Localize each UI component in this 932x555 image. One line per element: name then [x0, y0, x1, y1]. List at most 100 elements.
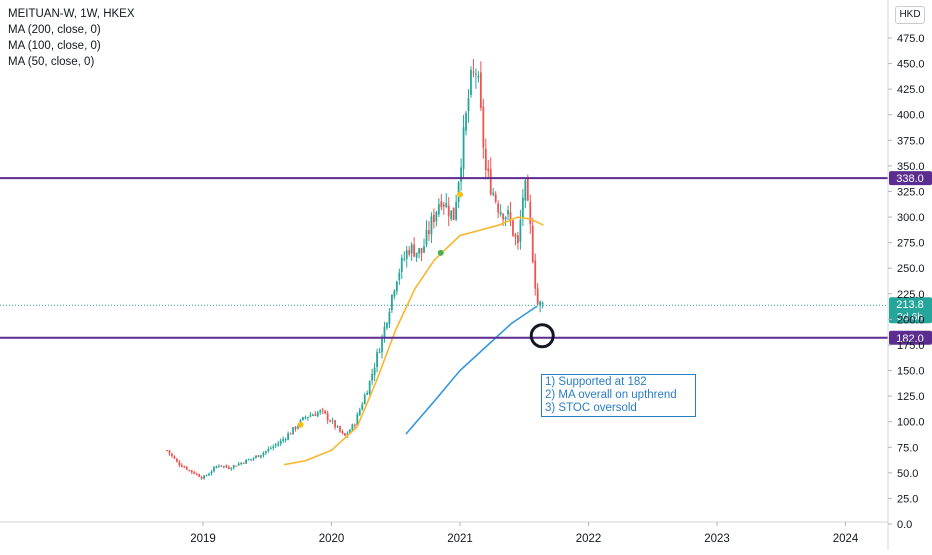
- candle-body: [492, 192, 495, 195]
- candle-body: [442, 204, 445, 207]
- x-tick-label: 2022: [576, 533, 602, 545]
- legend-ma-100[interactable]: MA (100, close, 0): [8, 40, 101, 52]
- candle-body: [252, 458, 255, 460]
- chart-legend: MEITUAN-W, 1W, HKEX MA (200, close, 0) M…: [8, 6, 135, 70]
- annotation-line-1: 1) Supported at 182: [545, 376, 647, 388]
- candle-body: [430, 216, 433, 235]
- y-tick-label: 325.0: [897, 186, 925, 198]
- candle-body: [475, 73, 477, 75]
- candle-body: [235, 465, 238, 467]
- candle-body: [531, 225, 534, 263]
- candle-body: [232, 465, 235, 468]
- candle-body: [366, 392, 369, 395]
- candle-body: [306, 416, 309, 418]
- candle-body: [284, 439, 287, 441]
- candle-body: [304, 417, 307, 419]
- currency-button[interactable]: HKD: [895, 6, 925, 24]
- candle-body: [193, 471, 196, 474]
- candle-body: [539, 301, 542, 306]
- candle-body: [348, 430, 351, 434]
- candle-body: [225, 465, 228, 468]
- candle-body: [371, 373, 374, 381]
- candle-body: [465, 112, 467, 131]
- candle-body: [185, 466, 188, 470]
- candle-body: [487, 168, 490, 172]
- support-circle-drawing[interactable]: [529, 323, 555, 349]
- candle-body: [351, 424, 354, 431]
- candle-body: [292, 427, 294, 434]
- y-tick-label: 125.0: [897, 391, 925, 403]
- candle-body: [388, 311, 391, 324]
- candle-body: [195, 473, 198, 475]
- candle-body: [173, 456, 176, 459]
- candle-body: [440, 201, 443, 208]
- y-tick-label: 150.0: [897, 366, 925, 378]
- horizontal-levels-layer[interactable]: 213.83d 6h 338.0 182.0: [0, 171, 932, 349]
- candle-body: [245, 459, 247, 464]
- candle-body: [413, 244, 416, 257]
- candle-body: [180, 465, 183, 467]
- y-tick-label: 275.0: [897, 238, 925, 250]
- candle-body: [282, 439, 285, 441]
- candle-body: [267, 448, 270, 451]
- y-tick-label: 50.0: [897, 468, 918, 480]
- candle-body: [494, 194, 497, 202]
- candle-body: [326, 412, 329, 421]
- ma-100-line: [405, 305, 538, 435]
- candle-body: [517, 235, 519, 244]
- annotation-note[interactable]: 1) Supported at 182 2) MA overall on upt…: [541, 374, 696, 417]
- candle-body: [507, 209, 509, 215]
- y-tick-label: 25.0: [897, 493, 918, 505]
- candle-body: [272, 446, 275, 448]
- legend-ma-200[interactable]: MA (200, close, 0): [8, 24, 101, 36]
- candle-body: [400, 257, 403, 272]
- candle-body: [489, 169, 492, 195]
- y-tick-label: 175.0: [897, 340, 925, 352]
- candle-body: [168, 450, 171, 454]
- chart-title: MEITUAN-W, 1W, HKEX: [8, 8, 135, 20]
- candle-body: [408, 250, 411, 255]
- x-tick-label: 2023: [704, 533, 730, 545]
- candle-body: [257, 455, 260, 457]
- candle-body: [420, 248, 423, 254]
- candle-body: [386, 323, 388, 328]
- candle-body: [502, 213, 504, 220]
- candle-body: [376, 352, 378, 367]
- last-price-label-bg: [889, 297, 932, 324]
- horizontal-level-label-bg: [889, 171, 932, 186]
- candle-body: [255, 455, 257, 458]
- candle-body: [428, 230, 430, 234]
- candle-body: [519, 219, 522, 242]
- candle-body: [262, 452, 265, 456]
- candle-body: [242, 462, 245, 464]
- candle-body: [383, 326, 386, 338]
- candle-body: [353, 424, 356, 426]
- candle-body: [208, 473, 210, 476]
- candle-body: [222, 465, 225, 467]
- horizontal-level-label: 338.0: [896, 173, 924, 185]
- candle-body: [541, 302, 544, 304]
- candle-body: [218, 465, 220, 467]
- last-price-label: 213.8: [896, 299, 924, 311]
- candle-body: [521, 197, 524, 218]
- y-tick-label: 75.0: [897, 442, 918, 454]
- candle-body: [470, 69, 472, 95]
- y-tick-label: 300.0: [897, 212, 925, 224]
- y-tick-label: 200.0: [897, 314, 925, 326]
- legend-ma-50[interactable]: MA (50, close, 0): [8, 56, 95, 68]
- moving-averages-layer: [283, 191, 544, 466]
- candle-body: [274, 444, 277, 446]
- y-tick-label: 0.0: [897, 519, 912, 531]
- candle-body: [437, 204, 440, 215]
- candle-body: [188, 469, 191, 471]
- candle-body: [526, 177, 529, 201]
- candle-body: [378, 351, 381, 353]
- candle-body: [213, 467, 215, 472]
- candle-body: [314, 414, 317, 416]
- y-tick-label: 400.0: [897, 110, 925, 122]
- candle-body: [395, 281, 398, 292]
- candle-body: [260, 455, 262, 458]
- candle-body: [311, 414, 314, 416]
